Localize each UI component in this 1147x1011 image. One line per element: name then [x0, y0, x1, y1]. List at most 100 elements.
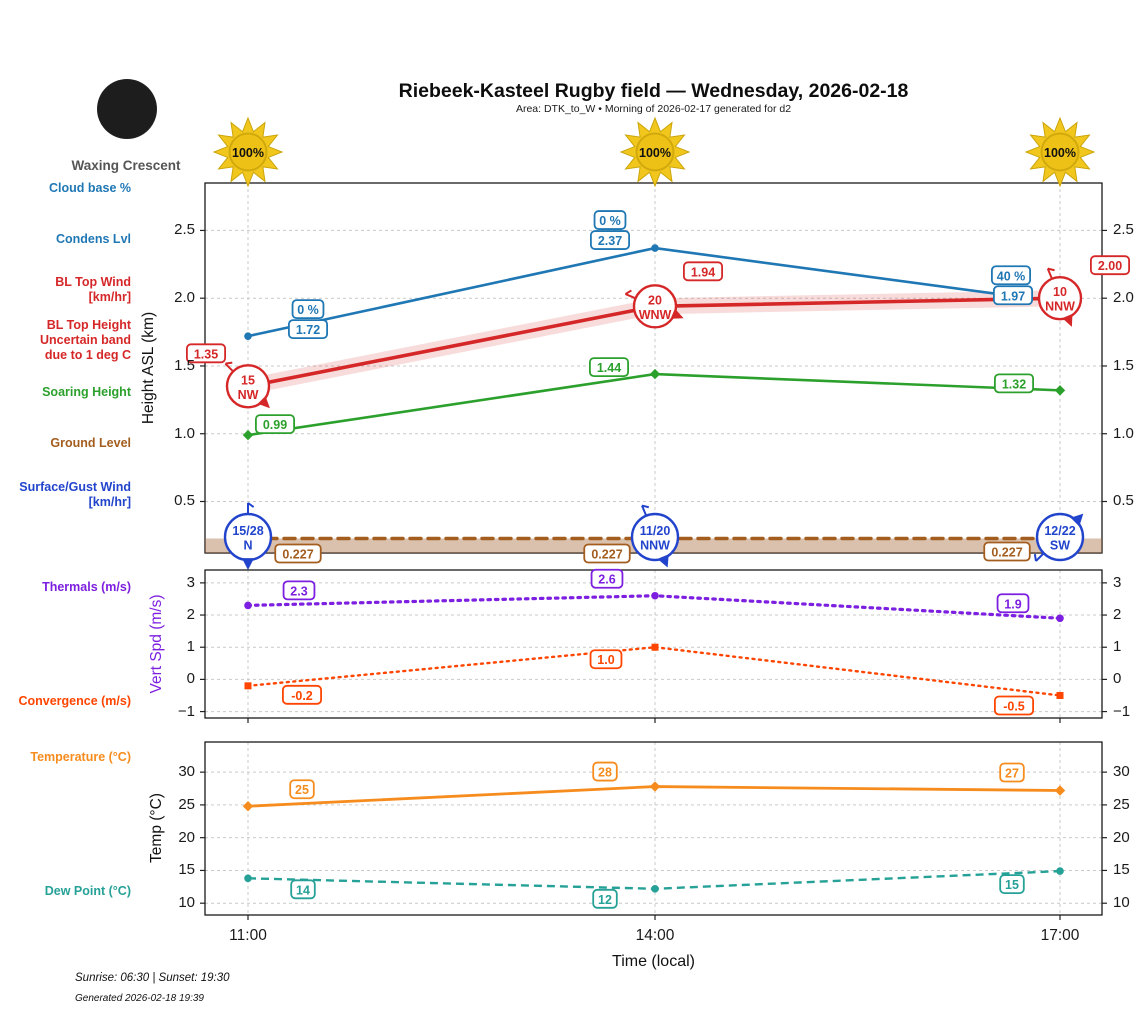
panel-border: [204, 741, 1103, 916]
wind-circle: [1037, 276, 1083, 321]
y-tick-label: 3: [186, 573, 195, 591]
value-label-box: [282, 684, 323, 705]
point-marker: [244, 874, 252, 883]
y-tick-label: 2.5: [174, 221, 195, 239]
sun-disc: [1040, 132, 1080, 172]
value-label: 1.0: [597, 653, 614, 667]
wind-arrow: [257, 395, 270, 409]
wind-speed-label: 11/20: [640, 524, 671, 538]
value-label-box: [289, 779, 315, 800]
y-tick-label: 30: [178, 763, 195, 781]
value-label: 1.94: [691, 265, 715, 279]
value-label-box: [583, 543, 631, 564]
y-tick-label: 20: [1113, 828, 1130, 846]
wind-barb: [1046, 268, 1053, 280]
value-label-box: [255, 414, 296, 434]
wind-barb-flag: [1033, 553, 1037, 562]
wind-speed-label: 12/22: [1044, 524, 1075, 538]
y-tick-label: 10: [178, 894, 195, 912]
vertical-speed-chart-panel: 2.3 2.6 1.9 -0.2 1.0 -0.5: [200, 568, 1107, 723]
y-tick-label: −1: [1113, 702, 1131, 720]
value-label: 0 %: [297, 303, 319, 317]
wind-circle: [1035, 512, 1085, 562]
value-label: 2.6: [598, 573, 615, 587]
value-label: 0 %: [599, 214, 621, 228]
sunrise-sunset-note: Sunrise: 06:30 | Sunset: 19:30: [75, 972, 230, 984]
value-label: 2.37: [598, 234, 622, 248]
value-label: 27: [1005, 766, 1019, 780]
point-marker: [244, 601, 252, 610]
value-label-box: [588, 357, 629, 377]
legend-condens-lvl: Condens Lvl: [55, 232, 131, 246]
legend-cloud-base: Cloud base %: [49, 181, 131, 195]
y-tick-label: 10: [1113, 894, 1130, 912]
value-label: 2.3: [290, 584, 307, 598]
value-label-box: [291, 299, 325, 320]
legend-convergence: Convergence (m/s): [18, 694, 131, 708]
value-label: 1.32: [1002, 377, 1026, 391]
y-tick-label: −1: [177, 702, 195, 720]
y-tick-label: 0.5: [1113, 492, 1134, 510]
value-label-box: [592, 888, 618, 909]
wind-barb-flag: [247, 502, 255, 508]
wind-arrow: [1070, 513, 1084, 527]
wind-speed-label: 15: [241, 373, 255, 387]
value-label: -0.2: [291, 689, 313, 703]
wind-barb-flag: [1047, 267, 1055, 272]
value-label-box: [994, 373, 1035, 394]
y-tick-label: 2: [186, 606, 195, 624]
x-tick-label: 17:00: [1040, 927, 1080, 944]
value-label: 1.97: [1001, 289, 1025, 303]
wind-arrow: [670, 308, 684, 319]
value-label: 0.227: [282, 547, 313, 561]
data-line: [246, 372, 1062, 437]
sun-icon: 100%: [1024, 116, 1096, 188]
wind-arrow: [657, 554, 669, 568]
wind-arrow: [241, 558, 255, 570]
wind-circle: [632, 284, 678, 329]
sunshine-percent-label: 100%: [232, 146, 264, 160]
value-label: 0.227: [591, 547, 622, 561]
wind-dir-label: WNW: [639, 308, 672, 322]
wind-arrow: [1062, 313, 1073, 327]
point-marker: [1056, 867, 1064, 875]
wind-dir-label: NW: [238, 388, 259, 402]
value-label-box: [592, 761, 618, 782]
wind-circle: [225, 364, 271, 409]
y-tick-label: 15: [178, 861, 195, 879]
legend-dew-point: Dew Point (°C): [44, 884, 131, 898]
sun-disc: [228, 132, 268, 172]
value-label-box: [682, 261, 723, 282]
value-label: 0.227: [991, 545, 1022, 559]
point-marker: [242, 801, 254, 812]
wind-barb-flag: [225, 361, 233, 365]
wind-barb-flag: [624, 289, 632, 295]
moon-phase-icon: [97, 79, 157, 139]
y-tick-label: 2.5: [1113, 221, 1134, 239]
value-label: 1.44: [597, 361, 621, 375]
value-label-box: [999, 762, 1025, 783]
value-label: 1.9: [1004, 597, 1021, 611]
temperature-chart-panel: 25 28 27 14 12 15: [200, 741, 1107, 920]
value-label-box: [994, 695, 1035, 716]
point-marker: [1056, 691, 1064, 699]
y-tick-label: 20: [178, 828, 195, 846]
point-marker: [649, 781, 661, 792]
sunshine-percent-label: 100%: [1044, 146, 1076, 160]
value-label-box: [999, 874, 1025, 894]
generated-note: Generated 2026-02-18 19:39: [75, 993, 204, 1004]
y-tick-label: 1.5: [174, 356, 195, 374]
sun-icon: 100%: [619, 116, 691, 188]
wind-barb: [1035, 552, 1045, 562]
wind-speed-label: 20: [648, 293, 662, 307]
y-tick-label: 2.0: [174, 289, 195, 307]
value-label: 1.35: [194, 347, 218, 361]
value-label: -0.5: [1003, 699, 1025, 713]
value-label: 0.99: [263, 418, 287, 432]
value-label-box: [589, 230, 630, 250]
value-label-box: [590, 568, 624, 589]
legend-bl-top-wind: BL Top Wind [km/hr]: [55, 275, 131, 304]
moon-phase-label: Waxing Crescent: [71, 158, 181, 173]
y-tick-label: 30: [1113, 763, 1130, 781]
value-label-box: [185, 343, 227, 364]
